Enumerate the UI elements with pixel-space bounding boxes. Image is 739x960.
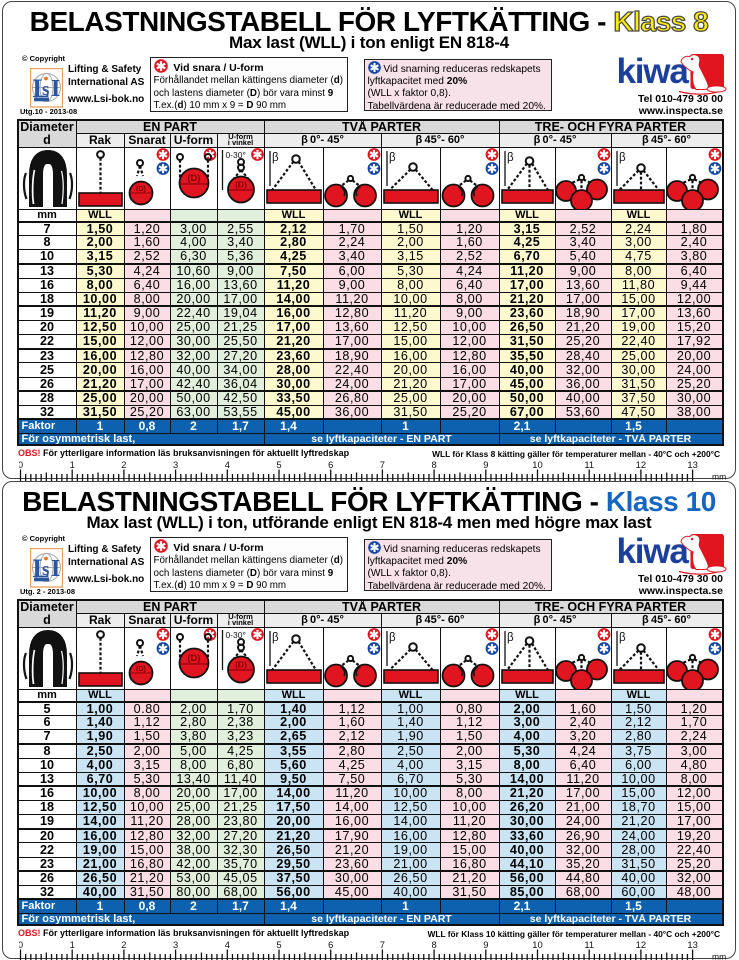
svg-text:11: 11 bbox=[584, 941, 594, 950]
svg-text:(D): (D) bbox=[187, 173, 200, 184]
svg-text:s: s bbox=[42, 79, 49, 100]
svg-text:1: 1 bbox=[69, 941, 74, 950]
svg-text:I: I bbox=[51, 556, 60, 582]
svg-text:13: 13 bbox=[687, 461, 697, 470]
svg-text:4: 4 bbox=[224, 461, 229, 470]
svg-text:β: β bbox=[389, 152, 396, 164]
svg-text:12: 12 bbox=[635, 461, 645, 470]
svg-text:5: 5 bbox=[276, 461, 281, 470]
svg-text:kiwa: kiwa bbox=[617, 52, 690, 91]
svg-text:3: 3 bbox=[172, 941, 177, 950]
svg-text:β: β bbox=[507, 152, 514, 164]
svg-text:0: 0 bbox=[19, 461, 23, 470]
svg-text:0-30°: 0-30° bbox=[225, 630, 245, 640]
svg-text:β: β bbox=[272, 152, 279, 164]
svg-text:4: 4 bbox=[224, 941, 229, 950]
svg-text:6: 6 bbox=[328, 461, 333, 470]
svg-text:mm: mm bbox=[712, 951, 726, 960]
svg-text:(D): (D) bbox=[235, 659, 247, 669]
svg-text:mm: mm bbox=[712, 471, 726, 481]
svg-text:s: s bbox=[42, 559, 49, 580]
svg-text:6: 6 bbox=[328, 941, 333, 950]
svg-text:1: 1 bbox=[69, 461, 74, 470]
svg-text:β: β bbox=[619, 152, 626, 164]
svg-text:12: 12 bbox=[635, 941, 645, 950]
svg-text:(D): (D) bbox=[136, 186, 146, 193]
svg-text:(D): (D) bbox=[235, 179, 247, 189]
svg-text:8: 8 bbox=[431, 461, 436, 470]
svg-text:10: 10 bbox=[532, 941, 542, 950]
svg-text:3: 3 bbox=[172, 461, 177, 470]
svg-text:L: L bbox=[33, 554, 50, 583]
svg-text:11: 11 bbox=[584, 461, 594, 470]
svg-text:0: 0 bbox=[19, 941, 23, 950]
svg-text:9: 9 bbox=[483, 941, 488, 950]
svg-text:β: β bbox=[272, 632, 279, 644]
svg-text:9: 9 bbox=[483, 461, 488, 470]
svg-text:I: I bbox=[51, 76, 60, 102]
svg-text:L: L bbox=[33, 74, 50, 103]
svg-text:0-30°: 0-30° bbox=[225, 150, 245, 160]
svg-text:β: β bbox=[389, 632, 396, 644]
svg-text:7: 7 bbox=[379, 941, 384, 950]
svg-text:(D): (D) bbox=[187, 653, 200, 664]
svg-text:5: 5 bbox=[276, 941, 281, 950]
svg-text:2: 2 bbox=[121, 941, 126, 950]
svg-text:10: 10 bbox=[532, 461, 542, 470]
svg-text:(D): (D) bbox=[136, 666, 146, 673]
svg-text:2: 2 bbox=[121, 461, 126, 470]
svg-text:kiwa: kiwa bbox=[617, 532, 690, 571]
svg-text:β: β bbox=[619, 632, 626, 644]
svg-text:8: 8 bbox=[431, 941, 436, 950]
svg-text:β: β bbox=[507, 632, 514, 644]
svg-text:7: 7 bbox=[379, 461, 384, 470]
svg-text:13: 13 bbox=[687, 941, 697, 950]
